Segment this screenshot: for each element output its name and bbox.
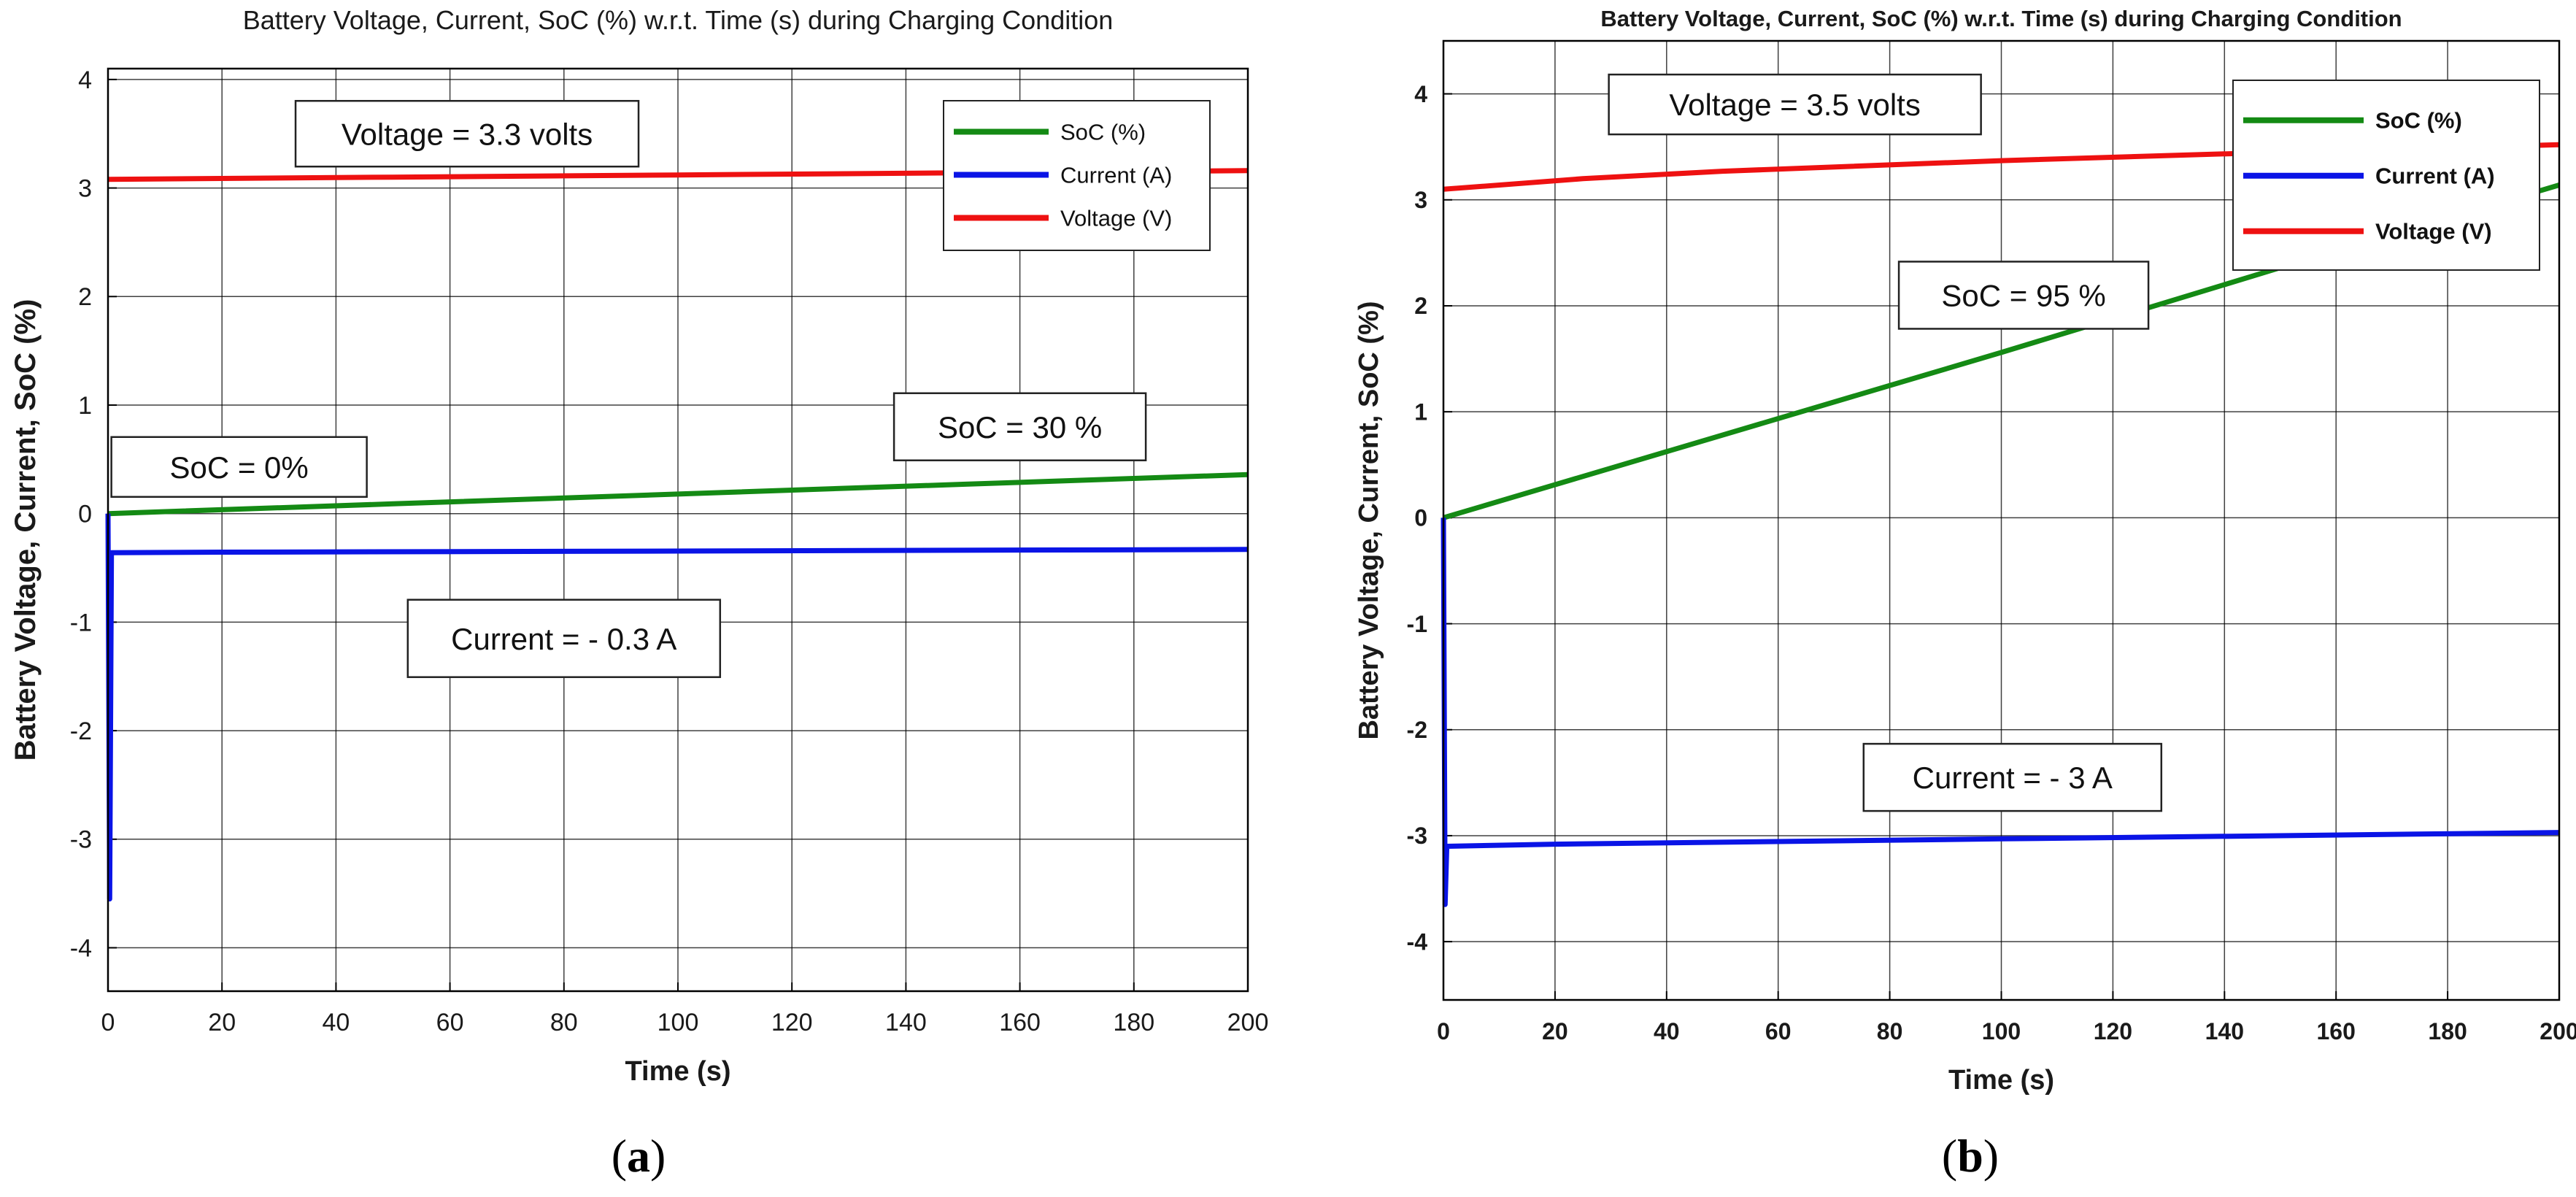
annotation-text: Current = - 0.3 A [451,622,676,656]
panel-caption: (b) [1942,1130,1999,1182]
plot-border [1442,39,2561,1001]
x-tick-label: 80 [550,1009,578,1036]
y-axis-label: Battery Voltage, Current, SoC (%) [1354,301,1384,739]
series-line-current-a [105,513,1249,902]
legend-label: Current (A) [1060,162,1172,188]
series-line-current-a [1441,517,2560,907]
panels: 0 20 40 60 80 100 120 140 160 180 200-4-3-2-101234… [9,5,2576,1182]
annotation-box: Current = - 3 A [1862,742,2163,812]
annotation-text: Voltage = 3.5 volts [1669,88,1920,122]
x-tick-label: 140 [885,1009,927,1036]
legend: SoC (%) Current (A) Voltage (V) [2232,80,2540,271]
y-tick-label: 0 [78,501,92,528]
x-tick-label: 80 [1877,1018,1903,1044]
annotation-frame [1608,73,1982,136]
y-tick-label: -1 [1407,611,1427,637]
chart-panel-a: 0 20 40 60 80 100 120 140 160 180 200 -4 -3 -2 -1 0 1 2 3 4… [9,5,1268,1182]
y-tick-label: -2 [70,717,92,745]
annotation-frame [294,99,640,168]
x-tick-label: 100 [1982,1018,2021,1044]
y-tick-label: 1 [1414,399,1427,425]
chart-panel-b: 0 20 40 60 80 100 120 140 160 180 200 -4 -3 -2 -1 0 1 2 3 4… [1354,6,2576,1182]
annotation-box: SoC = 95 % [1897,261,2150,330]
y-tick-label: -4 [1407,928,1428,955]
annotation-text: SoC = 0% [169,450,308,485]
legend-label: Voltage (V) [1060,205,1172,231]
x-axis-label: Time (s) [625,1056,730,1087]
y-tick-label: -4 [70,934,92,962]
x-tick-label: 120 [2094,1018,2132,1044]
y-tick-label: -2 [1407,717,1427,743]
y-tick-label: 1 [78,392,92,420]
annotation-text: Current = - 3 A [1913,761,2113,795]
y-tick-label: 4 [78,66,92,94]
y-tick-label: 3 [78,174,92,202]
x-tick-label: 120 [771,1009,813,1036]
plot-border [107,67,1249,993]
x-tick-label: 180 [2428,1018,2467,1044]
y-tick-label: -3 [70,826,92,854]
annotation-box: Current = - 0.3 A [406,598,722,678]
legend: SoC (%) Current (A) Voltage (V) [943,100,1211,251]
annotation-text: SoC = 95 % [1941,279,2105,313]
x-tick-label: 200 [2540,1018,2576,1044]
y-tick-label: 2 [78,283,92,311]
x-tick-label: 60 [1765,1018,1792,1044]
legend-label: SoC (%) [1060,119,1146,145]
x-tick-label: 20 [1542,1018,1568,1044]
y-tick-label: 4 [1414,81,1427,107]
annotation-frame [1897,261,2150,330]
annotation-frame [110,436,368,499]
x-tick-label: 100 [658,1009,699,1036]
x-tick-label: 40 [1654,1018,1680,1044]
x-tick-label: 160 [2317,1018,2356,1044]
caption-letter: b [1957,1130,1983,1182]
annotation-box: Voltage = 3.5 volts [1608,73,1982,136]
y-tick-label: -1 [70,609,92,636]
y-tick-label: 3 [1414,187,1427,213]
caption-close-paren: ) [1983,1130,1999,1182]
y-tick-label: 2 [1414,293,1427,319]
y-tick-label: 0 [1414,505,1427,531]
annotation-text: Voltage = 3.3 volts [342,117,593,151]
x-tick-label: 140 [2205,1018,2244,1044]
series-line-soc [107,472,1249,517]
x-tick-label: 0 [101,1009,115,1036]
chart-title: Battery Voltage, Current, SoC (%) w.r.t.… [1600,6,2402,31]
annotation-frame [892,392,1147,461]
legend-label: Current (A) [2375,163,2495,189]
x-tick-label: 0 [1437,1018,1450,1044]
annotation-box: SoC = 0% [110,436,368,499]
caption-letter: a [627,1130,650,1182]
legend-label: SoC (%) [2375,108,2462,134]
annotation-box: SoC = 30 % [892,392,1147,461]
annotation-box: Voltage = 3.3 volts [294,99,640,168]
panel-caption: (a) [612,1130,666,1182]
y-tick-label: -3 [1407,823,1427,849]
x-tick-label: 40 [322,1009,350,1036]
caption-open-paren: ( [612,1130,627,1182]
chart-title: Battery Voltage, Current, SoC (%) w.r.t.… [243,5,1114,35]
caption-open-paren: ( [1942,1130,1957,1182]
x-tick-label: 180 [1113,1009,1154,1036]
annotations: Voltage = 3.5 volts SoC = 95 % Current = -… [1608,73,2163,812]
y-axis-label: Battery Voltage, Current, SoC (%) [9,299,42,761]
x-tick-label: 20 [208,1009,236,1036]
x-tick-label: 200 [1227,1009,1269,1036]
annotation-frame [406,598,722,678]
caption-close-paren: ) [650,1130,666,1182]
x-tick-label: 60 [436,1009,464,1036]
legend-label: Voltage (V) [2375,219,2492,245]
annotation-text: SoC = 30 % [938,410,1102,444]
x-axis-label: Time (s) [1948,1065,2054,1096]
annotation-frame [1862,742,2163,812]
annotations: Voltage = 3.3 volts SoC = 0% SoC = 30 % Cur… [110,99,1147,678]
x-tick-label: 160 [999,1009,1041,1036]
